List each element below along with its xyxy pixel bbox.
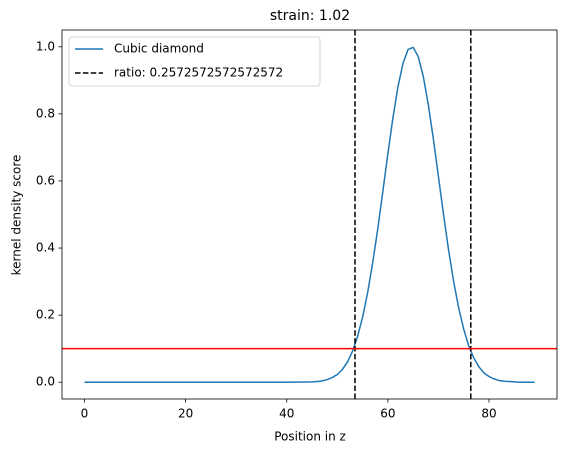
x-tick-label: 80 bbox=[481, 407, 496, 421]
x-axis-label: Position in z bbox=[274, 430, 346, 444]
line-series bbox=[84, 46, 535, 383]
y-tick-label: 0.6 bbox=[36, 173, 55, 187]
y-tick-label: 0.8 bbox=[36, 106, 55, 120]
y-tick-label: 0.4 bbox=[36, 241, 55, 255]
y-tick-label: 0.2 bbox=[36, 308, 55, 322]
legend-box bbox=[68, 36, 321, 87]
legend-label: ratio: 0.2572572572572572 bbox=[114, 66, 283, 80]
axes-frame bbox=[61, 29, 558, 400]
x-tick-label: 0 bbox=[81, 407, 89, 421]
x-tick-label: 40 bbox=[279, 407, 294, 421]
y-tick-label: 0.0 bbox=[36, 375, 55, 389]
y-axis-label: kernel density score bbox=[10, 155, 24, 276]
y-tick-label: 1.0 bbox=[36, 39, 55, 53]
legend-label: Cubic diamond bbox=[114, 42, 204, 56]
x-tick-label: 60 bbox=[380, 407, 395, 421]
x-tick-label: 20 bbox=[178, 407, 193, 421]
chart-title: strain: 1.02 bbox=[270, 8, 350, 24]
